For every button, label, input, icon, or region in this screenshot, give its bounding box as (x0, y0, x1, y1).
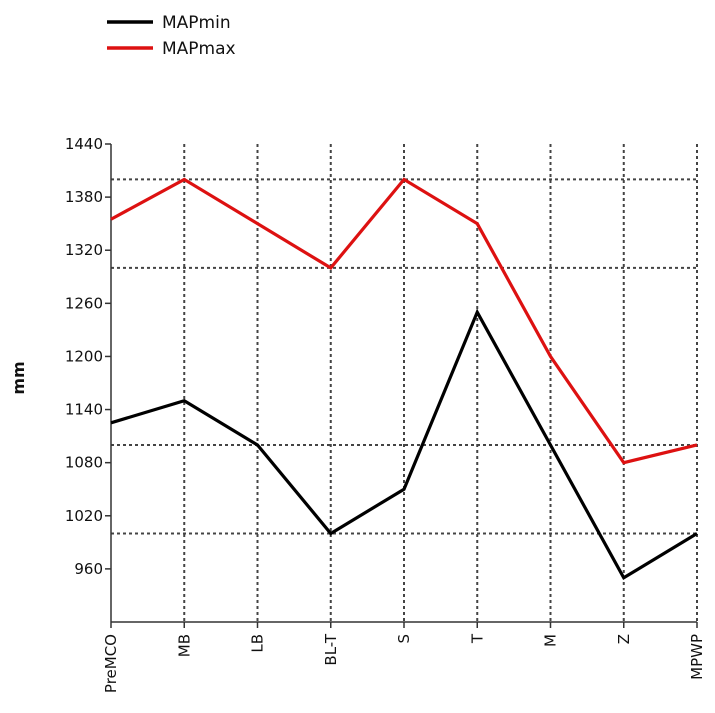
y-tick-label: 1080 (65, 454, 103, 472)
x-tick-label: MPWP (688, 634, 706, 680)
y-tick-label: 1380 (65, 188, 103, 206)
y-tick-label: 1260 (65, 294, 103, 312)
y-tick-label: 1020 (65, 507, 103, 525)
legend-label: MAPmin (162, 13, 231, 33)
x-tick-label: LB (249, 634, 267, 653)
y-axis-title: mm (9, 361, 28, 394)
x-tick-label: MB (175, 634, 193, 657)
x-tick-label: S (395, 634, 413, 644)
y-tick-label: 1200 (65, 347, 103, 365)
tick-labels: 960 1020 1080 1140 1200 1260 1320 1380 1440 PreMC… (65, 135, 706, 693)
series-line-mapmax (110, 177, 698, 465)
x-tick-label: M (542, 634, 560, 647)
grid-layer (111, 144, 698, 622)
series-layer (110, 177, 698, 580)
legend-label: MAPmax (162, 39, 236, 59)
y-tick-label: 1140 (65, 401, 103, 419)
x-tick-label: PreMCO (102, 634, 120, 693)
y-tick-label: 1440 (65, 135, 103, 153)
x-tick-label: T (468, 633, 486, 644)
series-line-mapmin (110, 308, 698, 580)
y-tick-label: 960 (74, 560, 103, 578)
x-tick-label: BL-T (322, 633, 340, 665)
y-tick-label: 1320 (65, 241, 103, 259)
axes (105, 143, 698, 628)
legend: MAPmin MAPmax (107, 13, 236, 59)
x-tick-label: Z (615, 634, 633, 644)
